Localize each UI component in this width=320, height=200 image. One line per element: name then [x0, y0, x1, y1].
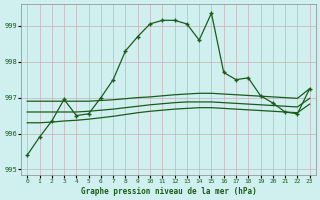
X-axis label: Graphe pression niveau de la mer (hPa): Graphe pression niveau de la mer (hPa) — [81, 187, 256, 196]
